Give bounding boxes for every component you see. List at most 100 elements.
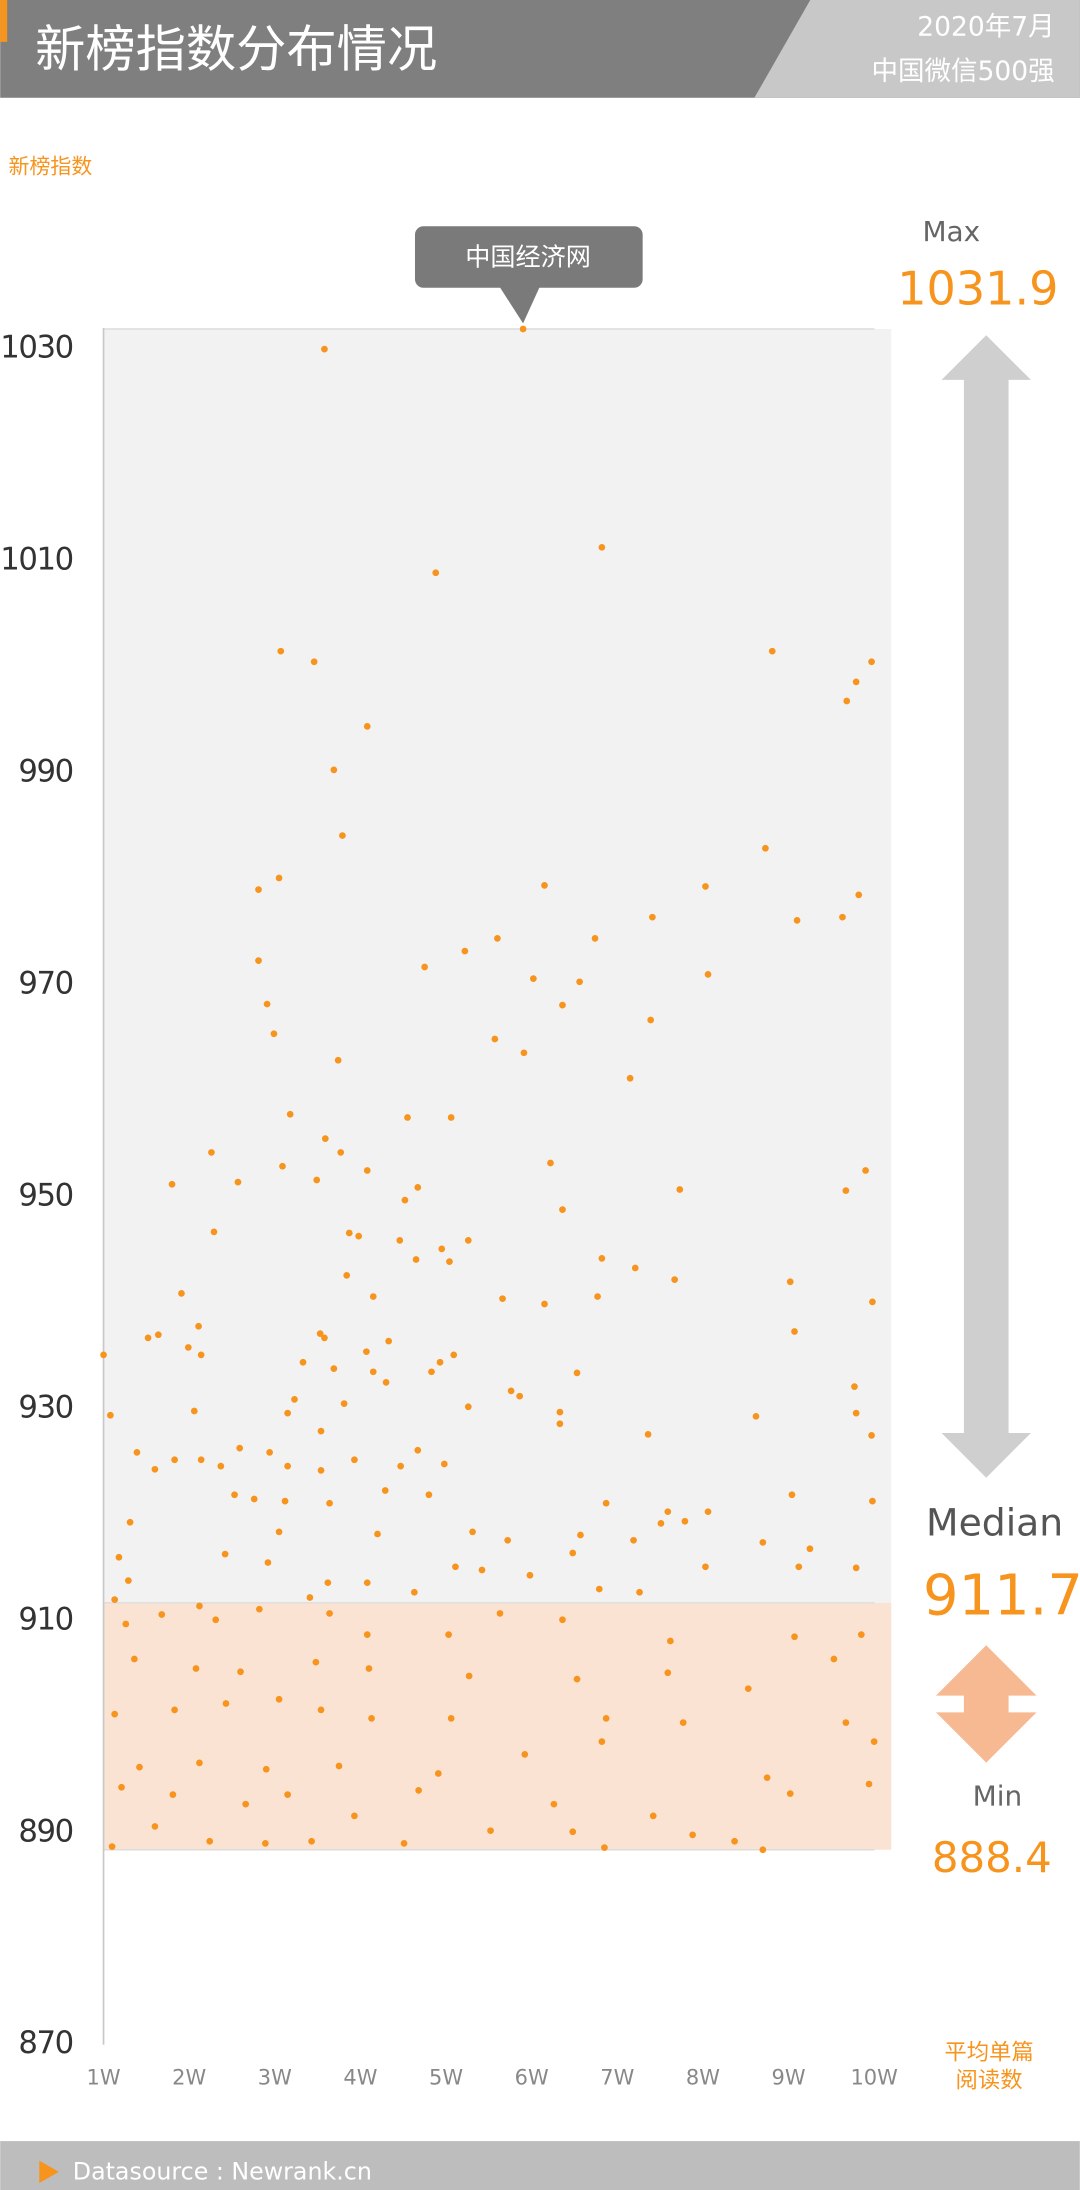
point	[507, 1387, 515, 1395]
point	[363, 723, 371, 730]
point	[843, 697, 851, 705]
point	[865, 1780, 873, 1788]
point	[111, 1710, 119, 1718]
point	[131, 1655, 138, 1663]
point	[313, 1176, 321, 1184]
point	[275, 1695, 283, 1703]
point	[168, 1180, 176, 1188]
point	[601, 1844, 608, 1851]
point	[428, 1368, 435, 1376]
point	[496, 1610, 504, 1617]
point	[368, 1714, 375, 1722]
point	[594, 1293, 601, 1300]
point	[576, 978, 583, 986]
x-axis-label: 平均单篇	[944, 2040, 1033, 2066]
point	[436, 1358, 444, 1366]
point	[630, 1536, 637, 1544]
point	[144, 1334, 152, 1342]
point	[806, 1545, 814, 1553]
point	[339, 832, 346, 839]
point	[569, 1549, 577, 1557]
median-value: 911.7	[923, 1563, 1080, 1628]
point	[516, 1392, 524, 1400]
point	[192, 1665, 200, 1672]
point	[598, 1255, 606, 1262]
point	[478, 1566, 486, 1574]
point	[317, 1706, 325, 1714]
point	[184, 1344, 192, 1351]
point	[133, 1448, 141, 1456]
point	[321, 1135, 329, 1143]
point	[559, 1001, 566, 1009]
x-tick-label: 4W	[343, 2065, 377, 2089]
point	[768, 647, 776, 655]
x-tick-label: 7W	[600, 2065, 634, 2089]
point	[541, 1300, 548, 1308]
point	[795, 1563, 803, 1571]
point	[487, 1827, 494, 1835]
point	[591, 935, 599, 942]
point	[759, 1846, 767, 1854]
point	[284, 1462, 291, 1470]
point	[636, 1588, 643, 1596]
point	[281, 1497, 289, 1505]
point	[788, 1491, 796, 1499]
point	[270, 1030, 278, 1038]
point	[759, 1539, 767, 1546]
band-arrow	[935, 1645, 1037, 1763]
point	[681, 1517, 689, 1525]
point	[337, 1149, 345, 1156]
point	[469, 1528, 476, 1536]
point	[284, 1791, 291, 1798]
point	[791, 1633, 798, 1641]
x-tick-label: 8W	[686, 2065, 720, 2089]
point	[702, 1563, 709, 1571]
point	[111, 1596, 119, 1603]
point	[363, 1631, 371, 1638]
y-tick-label: 950	[18, 1177, 72, 1213]
point	[868, 658, 875, 666]
x-tick-label: 10W	[850, 2065, 898, 2089]
point	[425, 1491, 433, 1499]
point	[222, 1700, 230, 1707]
point	[382, 1379, 390, 1386]
point	[595, 1585, 603, 1593]
point	[434, 1770, 442, 1777]
point	[842, 1719, 850, 1726]
point	[762, 844, 769, 852]
point	[410, 1588, 418, 1596]
point	[256, 1605, 263, 1613]
point	[830, 1655, 838, 1663]
point	[221, 1550, 229, 1558]
point	[355, 1232, 363, 1240]
point	[647, 1016, 655, 1024]
y-tick-label: 910	[18, 1601, 72, 1637]
point	[264, 1559, 272, 1566]
point	[196, 1602, 203, 1610]
x-tick-label: 1W	[87, 2065, 121, 2089]
point	[842, 1187, 850, 1194]
x-tick-label: 9W	[772, 2065, 806, 2089]
point	[237, 1668, 244, 1676]
point	[404, 1114, 411, 1121]
point	[704, 971, 712, 978]
point	[598, 1738, 606, 1746]
point	[275, 874, 283, 882]
point	[870, 1738, 878, 1746]
point	[702, 883, 709, 890]
y-tick-label: 970	[18, 965, 72, 1001]
point	[679, 1719, 687, 1726]
point	[118, 1783, 125, 1791]
point	[326, 1499, 333, 1507]
point	[255, 957, 262, 964]
max-label: Max	[922, 215, 980, 248]
point	[345, 1229, 353, 1237]
point	[664, 1669, 672, 1677]
point	[852, 1409, 860, 1417]
point	[330, 766, 338, 774]
footer-band	[0, 2141, 1080, 2190]
y-tick-label: 1010	[0, 542, 73, 578]
header-date: 2020年7月	[917, 11, 1054, 42]
header-tab	[754, 0, 1080, 98]
